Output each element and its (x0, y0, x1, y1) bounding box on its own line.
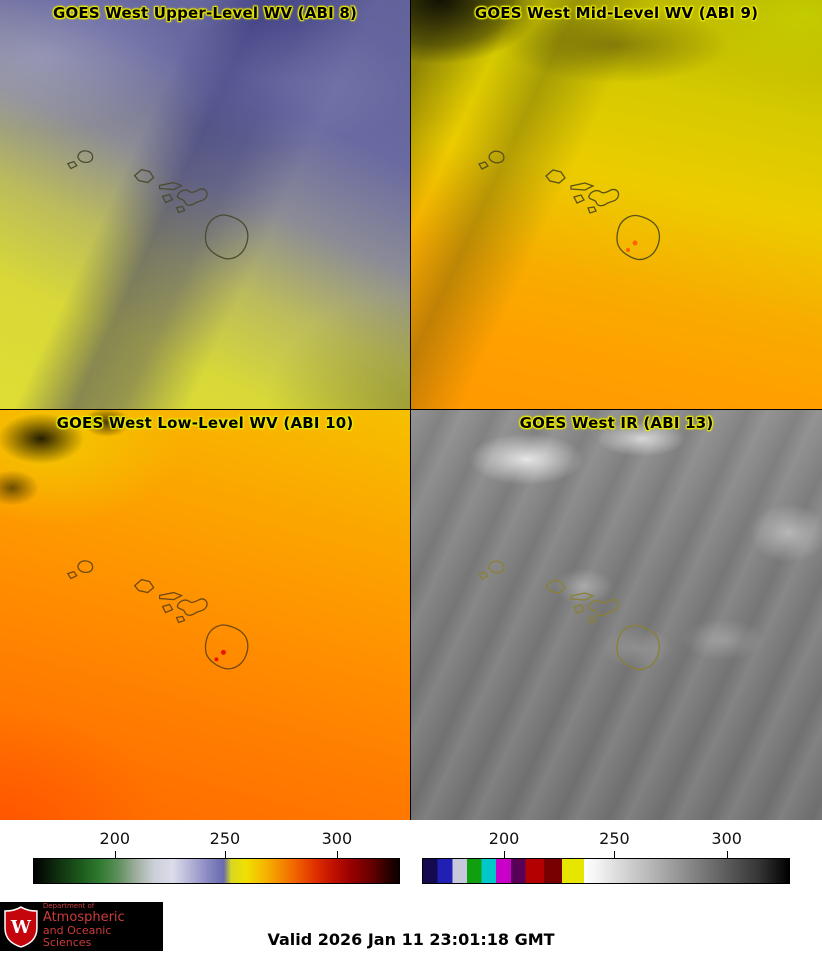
abi8-imagery (0, 0, 410, 409)
ir-tick-mark (614, 851, 616, 858)
wv-colorbar (33, 858, 400, 884)
crest-letter: W (10, 916, 32, 937)
wv-tick-300: 300 (321, 829, 353, 848)
hawaii-islands-overlay (478, 560, 661, 671)
panel-grid: GOES West Upper-Level WV (ABI 8) GOES We… (0, 0, 822, 820)
colorbar-section: 200 250 300 200 250 300 (0, 820, 822, 902)
footer: W Department of Atmospheric and Oceanic … (0, 902, 822, 954)
panel-title-abi9: GOES West Mid-Level WV (ABI 9) (474, 4, 759, 22)
ir-tick-200: 200 (488, 829, 520, 848)
wv-tick-mark (336, 851, 338, 858)
panel-title-abi8: GOES West Upper-Level WV (ABI 8) (52, 4, 358, 22)
wv-colorbar-group: 200 250 300 (33, 820, 400, 902)
ir-tick-mark (504, 851, 506, 858)
logo-text: Department of Atmospheric and Oceanic Sc… (43, 903, 163, 949)
ir-tick-250: 250 (599, 829, 630, 848)
hawaii-islands-overlay (478, 150, 661, 261)
wv-tick-200: 200 (99, 829, 131, 848)
panel-title-abi13: GOES West IR (ABI 13) (519, 414, 714, 432)
hawaii-islands-overlay (67, 150, 249, 260)
abi9-imagery (411, 0, 822, 409)
uw-crest-icon: W (4, 905, 38, 948)
wv-tick-250: 250 (209, 829, 241, 848)
logo-line-department: Department of (42, 902, 95, 911)
wv-tick-mark (114, 851, 116, 858)
hawaii-islands-overlay (67, 560, 249, 670)
valid-time-text: Valid 2026 Jan 11 23:01:18 GMT (267, 930, 555, 949)
panel-abi10-low-wv: GOES West Low-Level WV (ABI 10) (0, 410, 411, 820)
ir-tick-300: 300 (711, 829, 742, 848)
logo-line-oceanic: and Oceanic Sciences (42, 924, 112, 950)
panel-abi13-ir: GOES West IR (ABI 13) (411, 410, 822, 820)
ir-colorbar-group: 200 250 300 (422, 820, 790, 902)
wv-tick-mark (224, 851, 226, 858)
abi10-imagery (0, 410, 410, 820)
ir-tick-mark (726, 851, 728, 858)
panel-abi9-mid-wv: GOES West Mid-Level WV (ABI 9) (411, 0, 822, 410)
panel-title-abi10: GOES West Low-Level WV (ABI 10) (56, 414, 354, 432)
panel-abi8-upper-wv: GOES West Upper-Level WV (ABI 8) (0, 0, 411, 410)
logo-line-atmospheric: Atmospheric (42, 910, 125, 926)
abi13-imagery (411, 410, 822, 820)
ir-colorbar (422, 858, 790, 884)
uw-aos-logo: W Department of Atmospheric and Oceanic … (0, 902, 163, 951)
